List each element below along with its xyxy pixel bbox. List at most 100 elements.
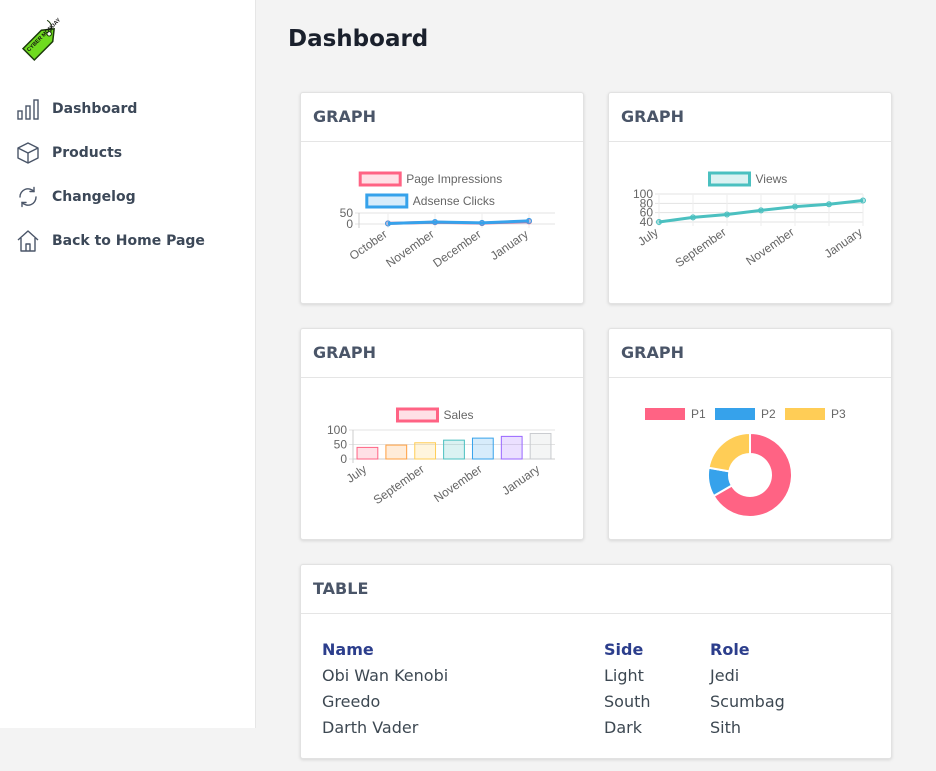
bar [356, 446, 379, 460]
legend-label: P3 [831, 407, 846, 421]
y-tick-label: 100 [327, 423, 347, 437]
sidebar-item-changelog[interactable]: Changelog [15, 182, 136, 212]
column-header-name: Name [322, 639, 374, 659]
y-tick-label: 80 [640, 196, 654, 210]
legend-label: P1 [691, 407, 706, 421]
table-cell-role: Scumbag [710, 691, 785, 711]
legend-swatch [708, 171, 751, 187]
sidebar-item-home[interactable]: Back to Home Page [15, 226, 205, 256]
data-point [432, 219, 438, 226]
bar [385, 444, 408, 460]
x-tick-label: October [347, 227, 390, 263]
doughnut-slice [712, 431, 793, 518]
y-tick-label: 0 [340, 452, 347, 466]
x-tick-label: September [673, 225, 729, 270]
column-header-side: Side [604, 639, 644, 659]
card-title: GRAPH [609, 329, 891, 378]
x-tick-label: September [371, 462, 427, 507]
legend-swatch [715, 408, 755, 420]
home-icon [15, 228, 41, 254]
y-tick-label: 50 [340, 206, 354, 220]
data-point [656, 219, 662, 225]
y-tick-label: 0 [346, 217, 353, 231]
data-point [792, 203, 798, 210]
x-tick-label: November [743, 225, 796, 268]
column-header-role: Role [710, 639, 750, 659]
card-title: TABLE [301, 565, 891, 614]
table-row: Obi Wan Kenobi Light Jedi [322, 662, 830, 688]
y-tick-label: 100 [633, 187, 653, 201]
data-point [860, 197, 866, 204]
x-tick-label: November [383, 227, 436, 270]
legend-label: Adsense Clicks [413, 194, 495, 208]
bar [443, 439, 465, 460]
data-point [526, 217, 532, 224]
legend-label: Views [756, 172, 788, 186]
sidebar-item-label: Dashboard [52, 101, 138, 117]
table-cell-role: Sith [710, 717, 742, 737]
graph-card-sales: GRAPH Sales 0 50 100 July September November Ja… [300, 328, 584, 540]
line-chart-impressions: Page Impressions Adsense Clicks 050 October… [340, 171, 555, 270]
table-cell-side: South [604, 691, 651, 711]
y-tick-label: 40 [640, 215, 654, 229]
legend-swatch [396, 407, 439, 423]
card-title: GRAPH [609, 93, 891, 142]
x-tick-label: November [431, 462, 484, 505]
price-tag-icon: CYBER MONDAY [21, 17, 62, 62]
card-title: GRAPH [301, 93, 583, 142]
table-cell-name: Darth Vader [322, 717, 419, 737]
logo[interactable]: CYBER MONDAY [14, 17, 66, 69]
data-point [724, 211, 730, 218]
table-cell-name: Obi Wan Kenobi [322, 665, 449, 685]
sidebar-item-label: Products [52, 145, 123, 161]
table-cell-side: Light [604, 665, 644, 685]
bar [500, 435, 523, 460]
characters-table: Name Side Role Obi Wan Kenobi Light Jedi… [322, 636, 830, 740]
bar [414, 442, 437, 460]
series-line [658, 199, 864, 224]
sidebar-item-label: Back to Home Page [52, 233, 205, 249]
legend-label: Sales [444, 408, 474, 422]
graph-card-doughnut: GRAPH P1 P2 P3 [608, 328, 892, 540]
y-tick-label: 60 [640, 206, 654, 220]
bar-chart-icon [15, 96, 41, 122]
doughnut-chart: P1 P2 P3 [645, 407, 846, 518]
legend-label: P2 [761, 407, 776, 421]
table-row: Greedo South Scumbag [322, 688, 830, 714]
legend-swatch [358, 171, 402, 187]
legend-swatch [785, 408, 825, 420]
bar [529, 432, 552, 460]
x-tick-label: January [488, 227, 531, 263]
legend-swatch [645, 408, 685, 420]
refresh-icon [15, 184, 41, 210]
x-tick-label: December [430, 227, 483, 270]
table-row: Darth Vader Dark Sith [322, 714, 830, 740]
x-tick-label: January [822, 225, 865, 261]
data-point [479, 219, 485, 226]
data-point [826, 201, 832, 208]
legend-label: Page Impressions [406, 172, 502, 186]
sidebar: CYBER MONDAY Dashboard Products Changelo… [0, 0, 256, 728]
sidebar-item-products[interactable]: Products [15, 138, 122, 168]
box-icon [15, 140, 41, 166]
data-point [758, 207, 764, 214]
card-title: GRAPH [301, 329, 583, 378]
table-card: TABLE Name Side Role Obi Wan Kenobi Ligh… [300, 564, 892, 759]
graph-card-views: GRAPH Views 40 60 80 100 July September Novembe… [608, 92, 892, 304]
bar [471, 437, 494, 460]
legend-swatch [365, 193, 409, 209]
table-cell-side: Dark [604, 717, 642, 737]
x-tick-label: July [344, 462, 370, 486]
table-header-row: Name Side Role [322, 636, 830, 662]
doughnut-slice [707, 431, 751, 473]
sidebar-item-label: Changelog [52, 189, 136, 205]
x-tick-label: January [499, 462, 542, 498]
data-point [690, 214, 696, 221]
data-point [385, 220, 391, 227]
series-line [387, 219, 530, 226]
page-title: Dashboard [288, 26, 429, 52]
sidebar-item-dashboard[interactable]: Dashboard [15, 94, 137, 124]
table-cell-name: Greedo [322, 691, 381, 711]
table-cell-role: Jedi [710, 665, 740, 685]
